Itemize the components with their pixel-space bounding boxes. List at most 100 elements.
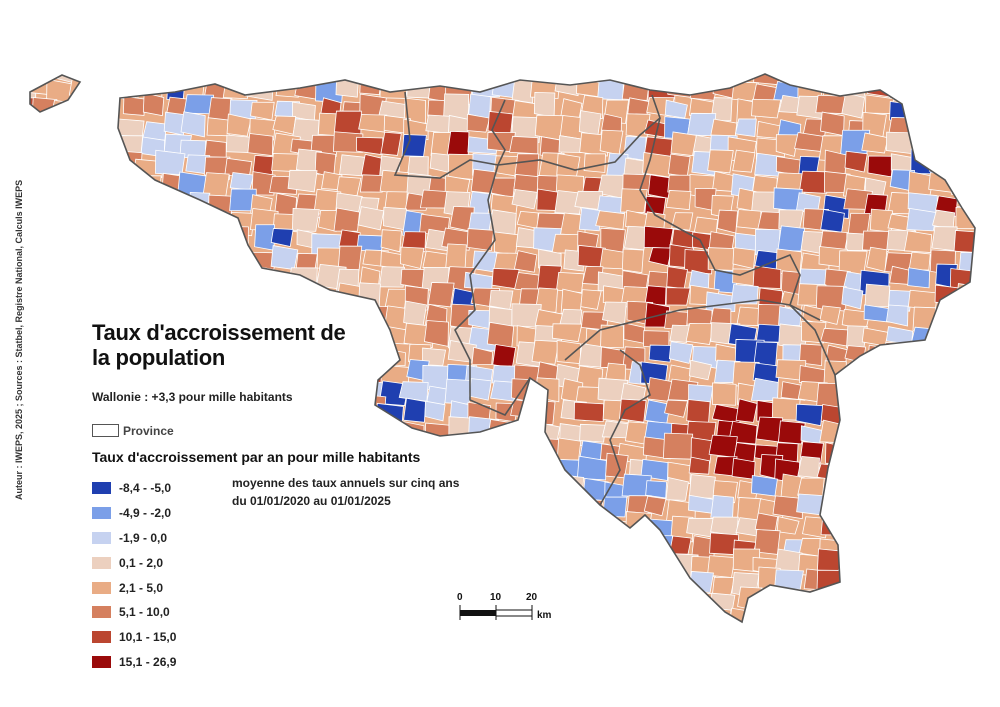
commune bbox=[931, 226, 958, 252]
commune bbox=[778, 94, 800, 114]
commune bbox=[777, 225, 806, 252]
commune bbox=[775, 134, 799, 157]
legend-note-line-2: du 01/01/2020 au 01/01/2025 bbox=[232, 494, 391, 508]
map-title-line-1: Taux d'accroissement de bbox=[92, 320, 346, 345]
province-border-namur-south bbox=[599, 349, 651, 506]
legend-item: -8,4 - -5,0 bbox=[92, 476, 176, 501]
scale-label-10: 10 bbox=[490, 592, 502, 603]
map-title-line-2: la population bbox=[92, 345, 225, 370]
commune bbox=[424, 320, 449, 347]
commune bbox=[707, 149, 734, 174]
commune bbox=[379, 169, 409, 196]
commune bbox=[444, 378, 474, 405]
commune bbox=[579, 423, 606, 443]
commune bbox=[643, 225, 674, 249]
commune bbox=[690, 437, 713, 464]
scale-bar bbox=[459, 605, 533, 620]
commune bbox=[710, 97, 733, 122]
commune bbox=[712, 382, 737, 406]
commune bbox=[155, 149, 186, 176]
commune bbox=[815, 94, 846, 115]
commune bbox=[270, 245, 299, 270]
commune bbox=[360, 153, 383, 179]
map-subtitle: Wallonie : +3,3 pour mille habitants bbox=[92, 390, 293, 404]
legend-item: 15,1 - 26,9 bbox=[92, 650, 176, 675]
commune bbox=[122, 95, 145, 116]
legend-label: -8,4 - -5,0 bbox=[119, 481, 172, 496]
commune bbox=[183, 94, 214, 115]
commune bbox=[576, 455, 607, 481]
commune bbox=[774, 569, 804, 590]
commune bbox=[662, 432, 694, 460]
commune bbox=[180, 111, 206, 138]
commune bbox=[380, 131, 402, 156]
color-legend: -8,4 - -5,0 -4,9 - -2,0 -1,9 - 0,0 0,1 -… bbox=[92, 476, 176, 674]
commune bbox=[798, 170, 829, 194]
commune bbox=[867, 155, 894, 178]
commune bbox=[229, 172, 255, 191]
commune bbox=[427, 282, 455, 308]
commune bbox=[908, 251, 931, 271]
commune bbox=[419, 189, 449, 209]
commune bbox=[670, 131, 697, 157]
commune bbox=[665, 287, 691, 306]
commune bbox=[820, 111, 845, 137]
commune bbox=[671, 212, 694, 231]
commune bbox=[665, 190, 692, 211]
legend-swatch bbox=[92, 655, 111, 668]
commune bbox=[270, 228, 294, 247]
commune bbox=[862, 230, 891, 253]
commune bbox=[795, 403, 824, 427]
commune bbox=[648, 344, 673, 363]
commune bbox=[735, 398, 758, 423]
commune bbox=[466, 228, 495, 252]
legend-swatch bbox=[92, 606, 111, 619]
commune bbox=[403, 397, 427, 423]
commune bbox=[358, 114, 388, 133]
commune bbox=[466, 113, 491, 133]
province-border-hainaut-brabant bbox=[393, 91, 506, 179]
commune bbox=[645, 480, 667, 499]
commune bbox=[907, 289, 939, 310]
commune bbox=[732, 149, 756, 173]
commune bbox=[643, 495, 667, 517]
commune bbox=[710, 494, 734, 518]
legend-label: 5,1 - 10,0 bbox=[119, 605, 170, 620]
commune bbox=[378, 380, 409, 406]
province-border-hainaut-namur bbox=[454, 164, 531, 416]
commune bbox=[906, 207, 938, 232]
commune bbox=[864, 283, 891, 308]
commune bbox=[599, 129, 624, 156]
commune bbox=[799, 343, 823, 367]
commune bbox=[708, 434, 738, 458]
province-legend: Province bbox=[92, 424, 174, 438]
commune bbox=[556, 271, 585, 294]
commune bbox=[684, 249, 713, 275]
commune bbox=[583, 153, 606, 173]
region-outline bbox=[29, 73, 976, 624]
legend-label: 15,1 - 26,9 bbox=[119, 654, 177, 669]
commune bbox=[620, 188, 648, 213]
commune bbox=[573, 401, 605, 423]
commune bbox=[332, 131, 364, 153]
scale-label-20: 20 bbox=[526, 592, 538, 603]
commune bbox=[468, 378, 492, 401]
commune bbox=[707, 247, 736, 271]
commune bbox=[204, 139, 227, 158]
province-border-namur-liege bbox=[639, 117, 821, 321]
scale-unit: km bbox=[537, 610, 552, 621]
commune bbox=[446, 130, 470, 158]
commune bbox=[716, 209, 738, 234]
province-borders bbox=[393, 91, 836, 506]
legend-swatch bbox=[92, 581, 111, 594]
commune bbox=[556, 340, 581, 365]
legend-item: -4,9 - -2,0 bbox=[92, 501, 176, 526]
commune bbox=[667, 153, 691, 177]
commune bbox=[751, 475, 778, 497]
commune bbox=[664, 399, 689, 418]
legend-swatch bbox=[92, 482, 111, 495]
commune bbox=[424, 400, 446, 422]
commune bbox=[619, 398, 647, 423]
commune bbox=[580, 289, 602, 310]
commune bbox=[869, 208, 893, 233]
